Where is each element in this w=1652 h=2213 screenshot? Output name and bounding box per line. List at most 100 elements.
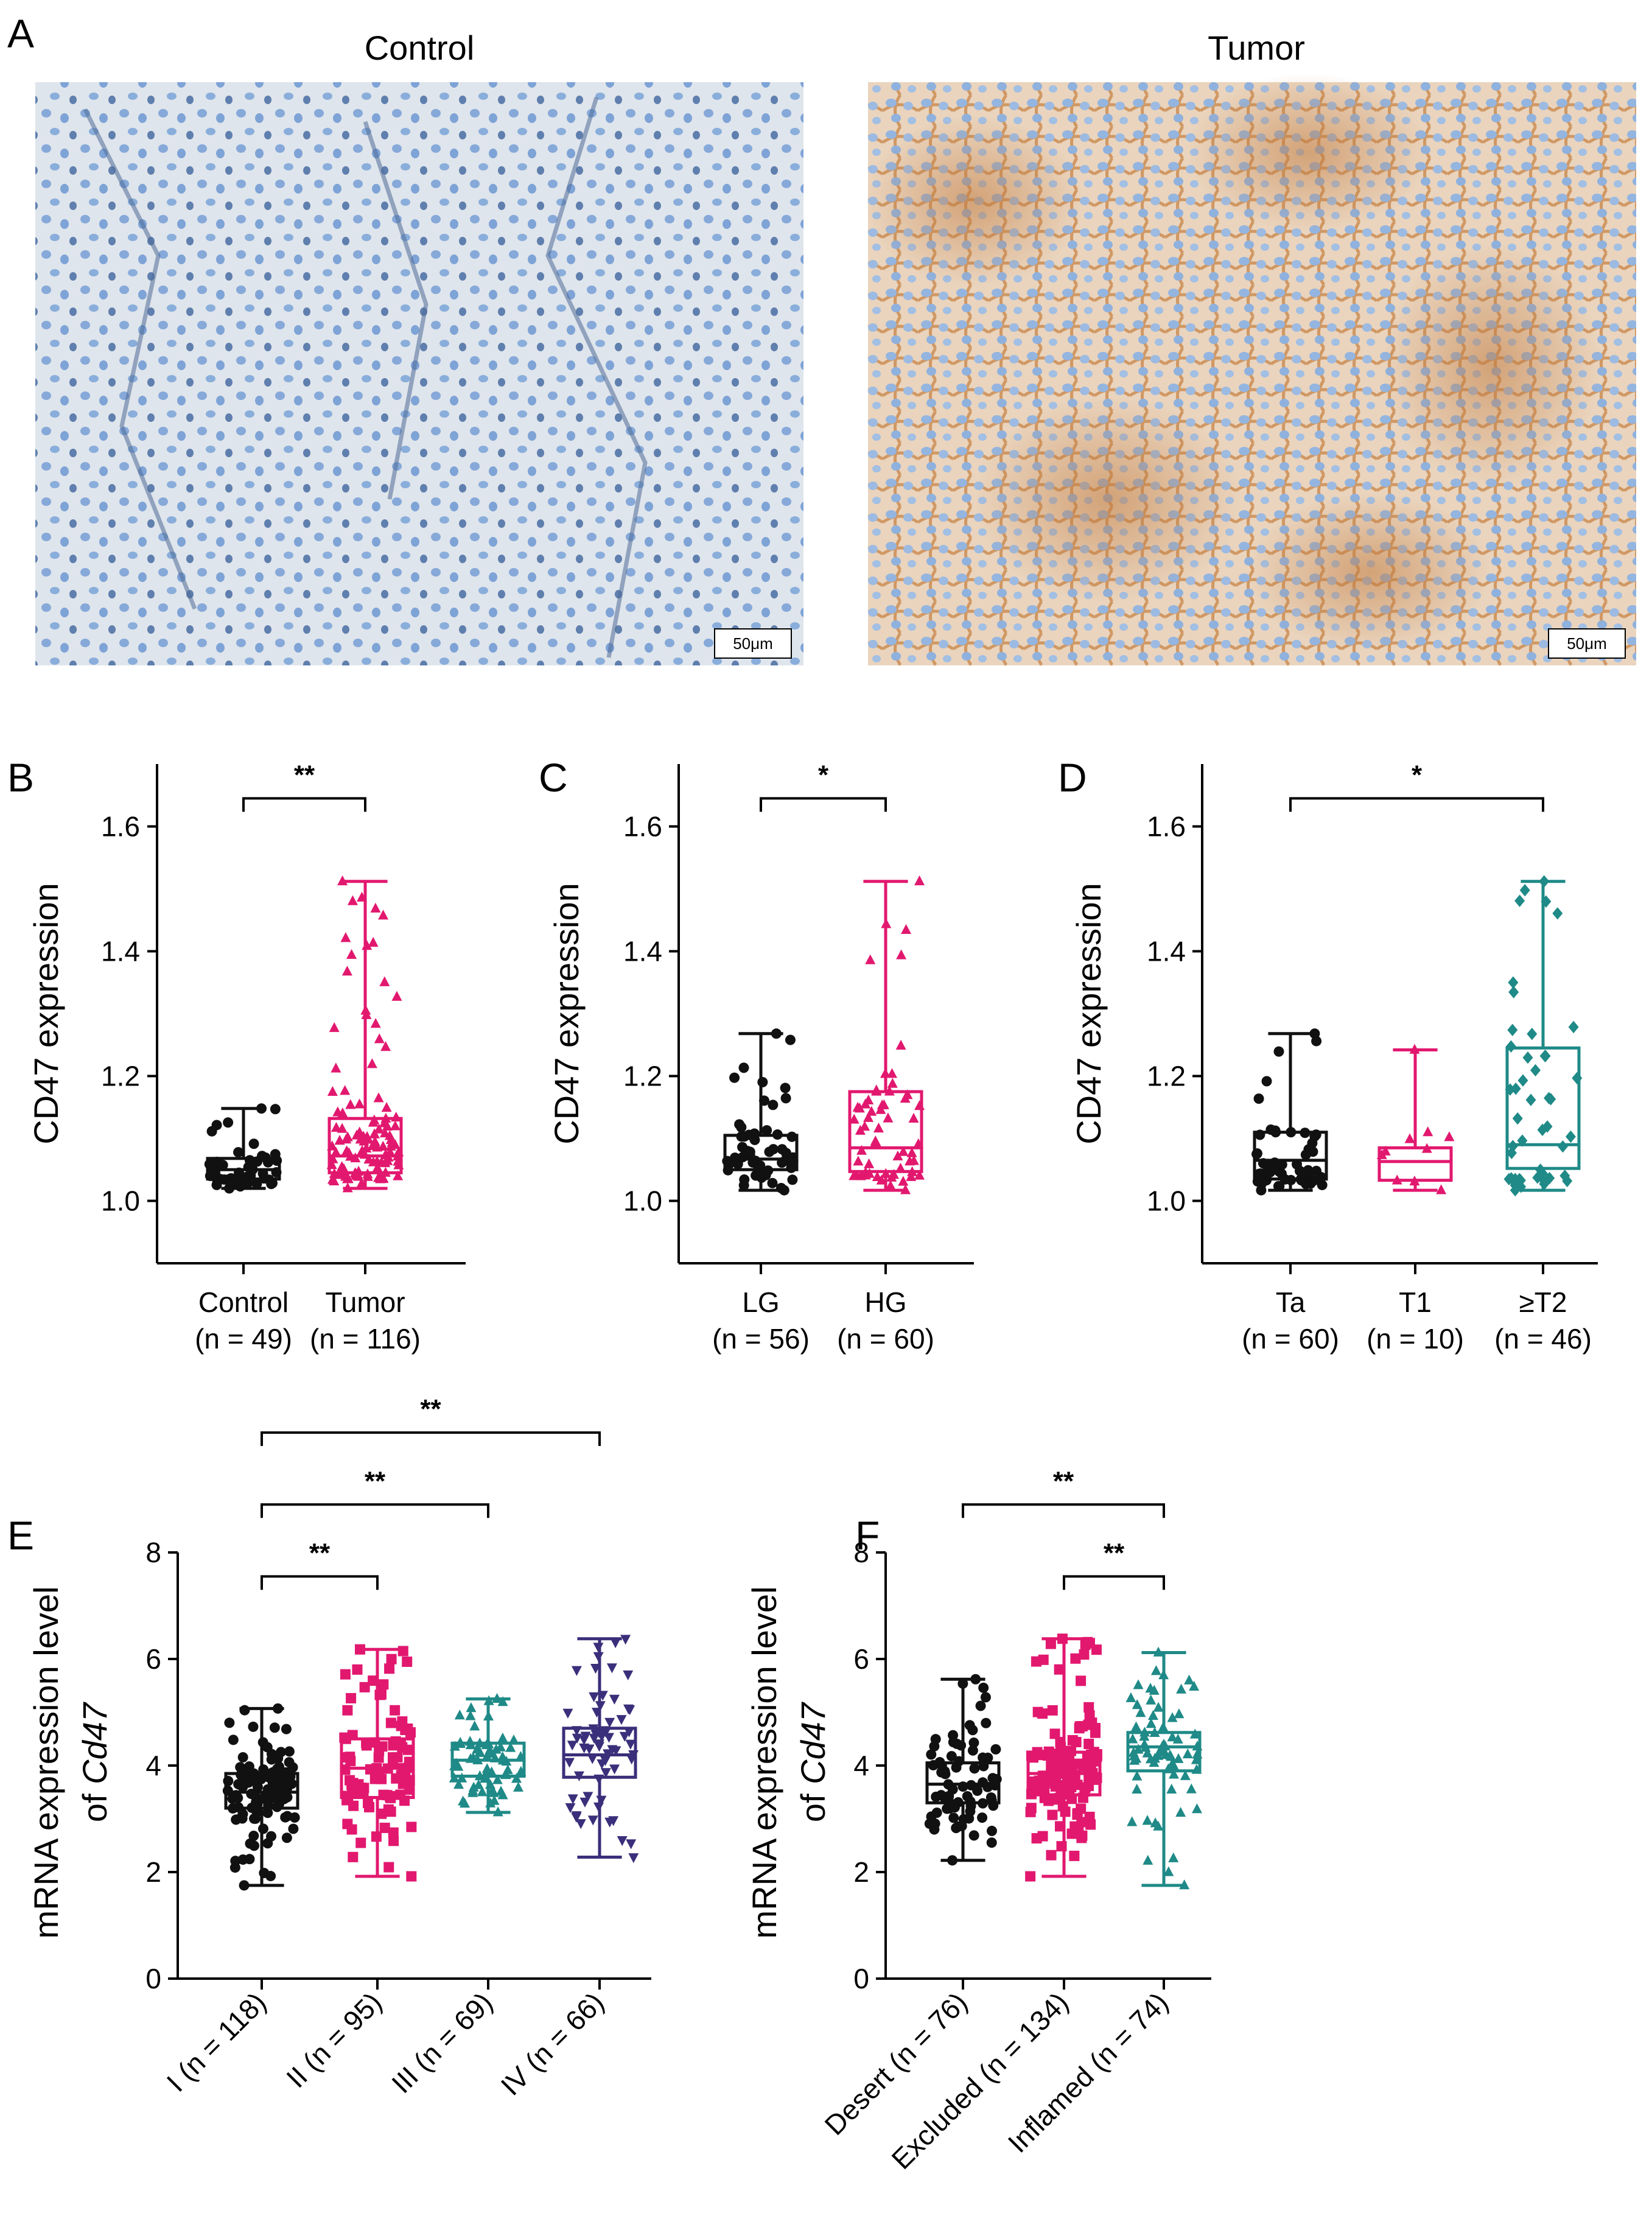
data-point <box>340 1669 351 1680</box>
data-point <box>887 1078 898 1088</box>
data-point <box>237 1752 248 1763</box>
data-point <box>211 1120 222 1131</box>
data-point <box>495 1786 506 1796</box>
data-point <box>1045 1638 1056 1649</box>
data-point <box>366 1058 377 1068</box>
data-point <box>248 1138 259 1149</box>
data-point <box>1522 1051 1533 1064</box>
data-point <box>280 1812 291 1823</box>
data-point <box>342 1131 353 1142</box>
data-point <box>239 1705 250 1716</box>
data-point <box>619 1731 630 1742</box>
x-tick-label: Control <box>198 1286 289 1318</box>
data-point <box>357 1145 368 1156</box>
data-point <box>1127 1816 1138 1826</box>
y-tick-label: 0 <box>853 1963 869 1994</box>
data-point <box>604 1717 615 1728</box>
data-point <box>620 1635 631 1645</box>
data-point <box>1146 1718 1157 1728</box>
y-tick-label: 6 <box>145 1643 161 1675</box>
chart-b: 1.0 1.2 1.4 1.6 CD47 expression Control (n = 4… <box>27 760 466 1355</box>
x-tick-label: IV (n = 66) <box>495 1986 611 2102</box>
x-tick-sublabel: (n = 46) <box>1494 1323 1592 1355</box>
data-point <box>864 1158 875 1168</box>
data-point <box>575 1819 586 1829</box>
y-tick-label: 1.0 <box>1147 1185 1186 1217</box>
data-point <box>886 1068 897 1078</box>
y-axis-label: mRNA expression level <box>745 1587 783 1939</box>
data-point <box>906 1147 917 1157</box>
data-point <box>267 1776 278 1787</box>
y-tick-label: 0 <box>145 1963 161 1994</box>
data-point <box>1025 1871 1036 1882</box>
data-point <box>1182 1748 1193 1759</box>
data-point <box>384 1663 395 1674</box>
y-tick-label: 1.2 <box>101 1061 140 1092</box>
data-point <box>354 1786 365 1797</box>
data-point <box>616 1715 627 1725</box>
data-point <box>946 1751 957 1762</box>
data-point <box>969 1763 980 1774</box>
data-point <box>865 954 876 964</box>
data-point <box>251 1178 262 1189</box>
data-point <box>337 1123 348 1133</box>
data-point <box>1404 1133 1415 1143</box>
data-point <box>352 1664 363 1675</box>
data-point <box>368 936 379 947</box>
data-point <box>237 1854 248 1865</box>
data-point <box>1149 1685 1160 1695</box>
control-image-title: Control <box>365 29 475 67</box>
data-point <box>785 1034 796 1045</box>
data-point <box>1054 1664 1065 1675</box>
data-point <box>1510 1082 1521 1095</box>
data-point <box>1517 1074 1528 1087</box>
data-point <box>1265 1167 1276 1178</box>
data-point <box>327 1085 338 1096</box>
data-point <box>390 1705 401 1716</box>
significance-label: ** <box>294 760 315 790</box>
x-tick-label: Excluded (n = 134) <box>885 1986 1074 2175</box>
data-point <box>342 1705 353 1716</box>
significance-label: * <box>818 760 829 790</box>
data-point <box>388 1827 399 1838</box>
x-tick-label: I (n = 118) <box>161 1986 273 2098</box>
data-point <box>1557 1140 1568 1153</box>
x-tick-sublabel: (n = 10) <box>1367 1323 1464 1355</box>
data-point <box>453 1779 464 1789</box>
data-point <box>1562 1174 1573 1188</box>
data-point <box>475 1747 486 1757</box>
data-point <box>985 1792 996 1803</box>
data-point <box>738 1062 749 1073</box>
data-point <box>900 1093 911 1103</box>
data-point <box>237 1809 248 1820</box>
data-point <box>1273 1046 1284 1057</box>
data-point <box>270 1104 281 1115</box>
x-tick-label: HG <box>865 1286 907 1318</box>
data-point <box>625 1739 636 1750</box>
data-point <box>926 1749 937 1760</box>
data-point <box>379 1822 390 1833</box>
panel-label-b: B <box>7 755 34 800</box>
control-scale-bar <box>714 628 792 659</box>
data-point <box>1080 1640 1091 1650</box>
data-point <box>1150 1665 1161 1675</box>
data-point <box>1147 1710 1158 1720</box>
tumor-scale-bar <box>1548 628 1626 659</box>
data-point <box>288 1823 299 1834</box>
data-point <box>855 1124 866 1135</box>
data-point <box>331 1146 341 1157</box>
x-tick-label: III (n = 69) <box>385 1986 499 2099</box>
data-point <box>1049 1728 1060 1739</box>
data-point <box>968 1830 979 1841</box>
data-point <box>229 1862 240 1873</box>
panel-label-e: E <box>7 1513 34 1558</box>
data-point <box>1166 1783 1177 1794</box>
data-point <box>906 1171 917 1181</box>
data-point <box>1261 1076 1272 1087</box>
panel-label-f: F <box>855 1513 880 1558</box>
data-point <box>571 1666 582 1676</box>
y-axis-label-line2: of Cd47 <box>75 1702 114 1822</box>
data-point <box>742 1146 753 1157</box>
data-point <box>342 1818 353 1829</box>
data-point <box>1154 1746 1165 1756</box>
